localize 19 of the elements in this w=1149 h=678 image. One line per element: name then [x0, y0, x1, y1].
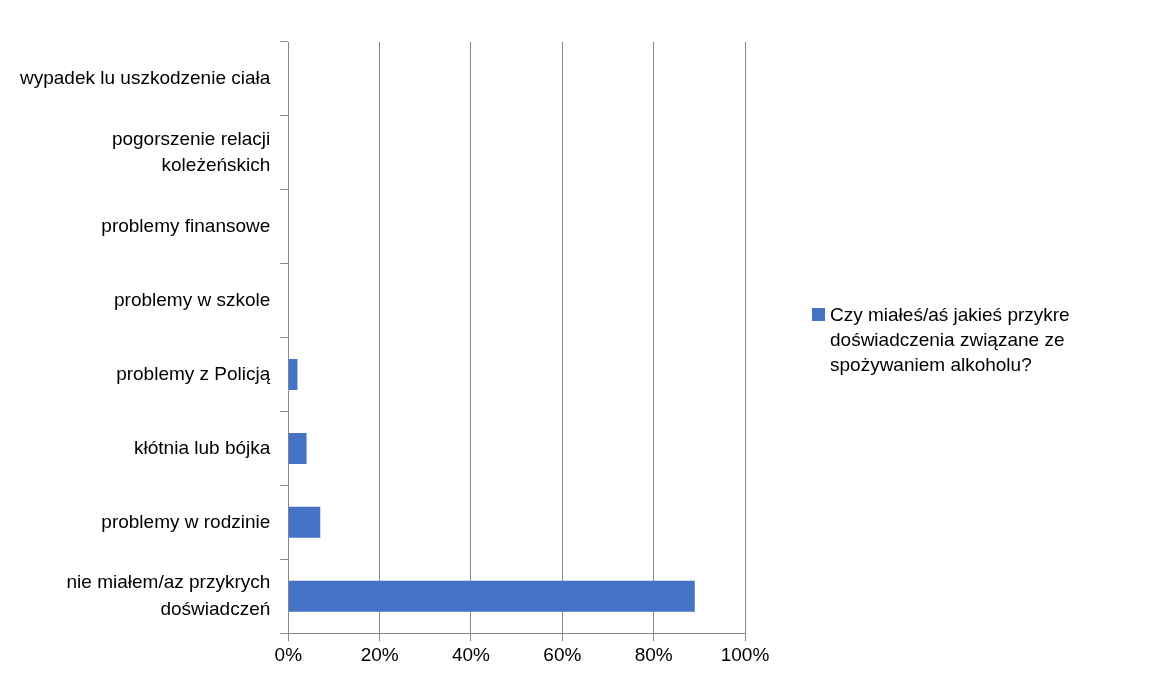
y-tick-label: problemy w szkole — [114, 288, 271, 310]
y-tick-label: nie miałem/az przykrych doświadczeń — [66, 571, 271, 619]
x-tick-label: 60% — [543, 643, 582, 665]
y-tick-label: kłótnia lub bójka — [134, 436, 271, 458]
legend-label: Czy miałeś/aś jakieś przykre doświadczenia związane ze spożywaniem alkoholu? — [830, 304, 1070, 375]
bar — [288, 432, 307, 464]
bar — [288, 359, 298, 391]
y-tick-label: problemy w rodzinie — [101, 510, 271, 532]
y-tick-label: pogorszenie relacji koleżeńskich — [111, 127, 271, 176]
y-tick-label: wypadek lu uszkodzenie ciała — [19, 67, 271, 89]
bar — [288, 580, 695, 612]
bar — [288, 506, 321, 538]
x-tick-label: 20% — [360, 643, 399, 665]
y-tick-label: problemy finansowe — [101, 214, 271, 236]
x-tick-label: 100% — [720, 643, 770, 665]
x-tick-label: 0% — [274, 643, 303, 665]
y-tick-label: problemy z Policją — [116, 362, 271, 384]
x-tick-label: 40% — [451, 643, 491, 665]
x-tick-label: 80% — [634, 643, 673, 665]
